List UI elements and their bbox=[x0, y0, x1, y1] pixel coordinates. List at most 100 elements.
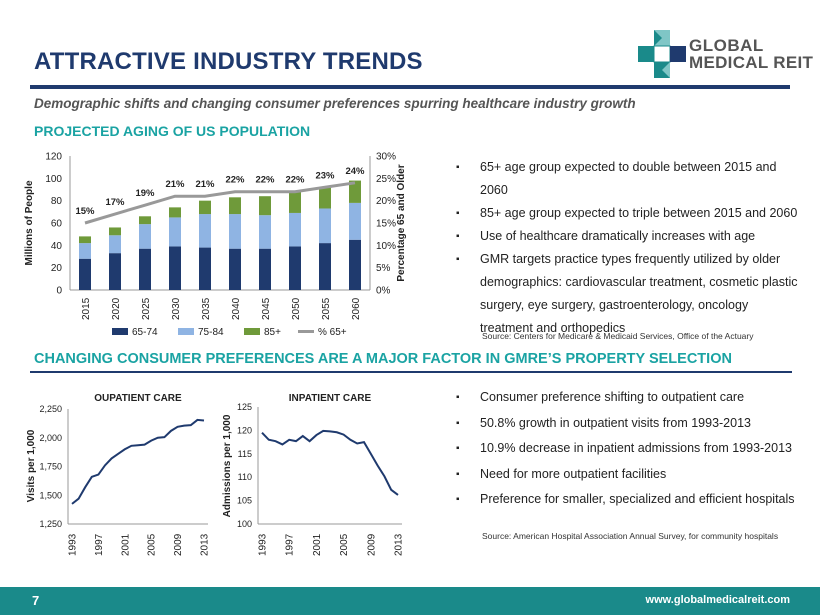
chart1-bar-65-74 bbox=[349, 239, 361, 290]
chart1-left-tick-label: 120 bbox=[45, 152, 62, 163]
chart1-y2-axis-label: Percentage 65 and Older bbox=[396, 164, 407, 281]
chart1-line-data-label: 17% bbox=[105, 197, 125, 208]
list-item: 50.8% growth in outpatient visits from 1… bbox=[456, 411, 804, 437]
logo-text-line1: GLOBAL bbox=[689, 36, 764, 55]
chart2-y-tick-label: 2,250 bbox=[39, 404, 62, 414]
chart1-bar-65-74 bbox=[169, 246, 181, 290]
chart1-line-data-label: 21% bbox=[195, 179, 215, 190]
chart1-bar-65-74 bbox=[199, 247, 211, 290]
chart2-line-visits bbox=[71, 418, 205, 505]
source-note-aging: Source: Centers for Medicare & Medicaid … bbox=[482, 331, 754, 341]
chart1-bar-75-84 bbox=[349, 202, 361, 240]
chart3-x-tick-label: 2005 bbox=[339, 533, 350, 556]
chart3-y-tick-label: 100 bbox=[237, 519, 252, 529]
chart3-x-tick-label: 1997 bbox=[285, 533, 296, 556]
chart1-right-tick-label: 20% bbox=[376, 196, 396, 207]
chart1-legend-swatch bbox=[244, 328, 260, 335]
chart1-bar-65-74 bbox=[79, 258, 91, 290]
chart1-bar-85+ bbox=[169, 207, 181, 218]
chart2-title: OUPATIENT CARE bbox=[94, 393, 182, 404]
chart1-bar-65-74 bbox=[259, 248, 271, 290]
chart1-line-data-label: 15% bbox=[75, 206, 95, 217]
chart2-y-axis-label: Visits per 1,000 bbox=[26, 429, 37, 502]
chart1-line-data-label: 23% bbox=[315, 170, 335, 181]
chart1-bar-75-84 bbox=[169, 217, 181, 247]
chart1-line-pct65 bbox=[84, 181, 356, 225]
chart1-bar-65-74 bbox=[289, 246, 301, 290]
list-item: 85+ age group expected to triple between… bbox=[456, 202, 804, 225]
chart1-bar-65-74 bbox=[139, 248, 151, 290]
list-item: 65+ age group expected to double between… bbox=[456, 156, 804, 202]
chart2-x-tick-label: 2001 bbox=[120, 533, 131, 556]
chart1-right-tick-label: 5% bbox=[376, 263, 391, 274]
chart1-bar-85+ bbox=[319, 187, 331, 209]
chart1-right-tick-label: 0% bbox=[376, 286, 391, 297]
inpatient-care-chart: INPATIENT CARE 100 105 110 115 120 125 1993 19… bbox=[222, 393, 405, 556]
chart3-x-tick-label: 2001 bbox=[312, 533, 323, 556]
chart3-x-tick-label: 2013 bbox=[394, 533, 405, 556]
chart1-x-tick-label: 2015 bbox=[81, 297, 92, 320]
chart1-x-tick-label: 2050 bbox=[291, 297, 302, 320]
chart1-legend-label: % 65+ bbox=[318, 327, 347, 338]
chart1-line-data-label: 22% bbox=[285, 175, 305, 186]
chart1-left-tick-label: 100 bbox=[45, 174, 62, 185]
chart3-y-axis-label: Admissions per 1,000 bbox=[222, 414, 233, 517]
website-link[interactable]: www.globalmedicalreit.com bbox=[645, 594, 790, 606]
chart2-y-tick-label: 1,750 bbox=[39, 462, 62, 472]
source-note-consumer: Source: American Hospital Association An… bbox=[482, 531, 779, 541]
section-heading-consumer: CHANGING CONSUMER PREFERENCES ARE A MAJO… bbox=[34, 351, 732, 367]
chart1-legend-label: 75-84 bbox=[198, 327, 224, 338]
chart1-bar-85+ bbox=[259, 196, 271, 216]
page-subtitle: Demographic shifts and changing consumer… bbox=[34, 96, 636, 111]
chart1-line-data-label: 22% bbox=[225, 175, 245, 186]
chart1-bar-65-74 bbox=[229, 248, 241, 290]
chart2-x-tick-label: 2013 bbox=[200, 533, 211, 556]
chart1-bar-65-74 bbox=[109, 253, 121, 290]
chart1-bar-75-84 bbox=[229, 214, 241, 249]
chart3-title: INPATIENT CARE bbox=[289, 393, 372, 404]
chart1-bar-85+ bbox=[79, 236, 91, 244]
chart1-bar-85+ bbox=[289, 191, 301, 213]
chart1-bar-85+ bbox=[109, 227, 121, 236]
chart2-y-tick-label: 1,500 bbox=[39, 490, 62, 500]
chart1-legend: 65-74 75-84 85+ % 65+ bbox=[112, 327, 347, 338]
page-title: ATTRACTIVE INDUSTRY TRENDS bbox=[34, 48, 423, 75]
chart1-bar-85+ bbox=[229, 197, 241, 215]
chart1-right-tick-label: 25% bbox=[376, 174, 396, 185]
chart1-bar-75-84 bbox=[319, 208, 331, 244]
chart2-x-tick-label: 1993 bbox=[68, 533, 79, 556]
chart2-x-tick-label: 2009 bbox=[173, 533, 184, 556]
list-item: GMR targets practice types frequently ut… bbox=[456, 248, 804, 340]
outpatient-care-chart: OUPATIENT CARE 1,250 1,500 1,750 2,000 2,250… bbox=[26, 393, 211, 556]
chart3-x-tick-label: 2009 bbox=[366, 533, 377, 556]
chart3-y-tick-label: 105 bbox=[237, 496, 252, 506]
footer-bar bbox=[0, 587, 820, 615]
list-item: Need for more outpatient facilities bbox=[456, 462, 804, 488]
chart1-legend-label: 85+ bbox=[264, 327, 281, 338]
list-item: Preference for smaller, specialized and … bbox=[456, 487, 804, 513]
chart1-line-data-label: 22% bbox=[255, 175, 275, 186]
chart1-line-data-label: 21% bbox=[165, 179, 185, 190]
chart1-bar-85+ bbox=[199, 200, 211, 215]
section-divider bbox=[30, 371, 792, 373]
aging-bullet-list: 65+ age group expected to double between… bbox=[456, 156, 804, 340]
chart1-y-axis-label: Millions of People bbox=[24, 180, 35, 265]
chart1-bar-75-84 bbox=[139, 224, 151, 249]
chart2-y-tick-label: 1,250 bbox=[39, 519, 62, 529]
chart1-x-tick-label: 2020 bbox=[111, 297, 122, 320]
chart1-bar-75-84 bbox=[79, 243, 91, 259]
chart1-legend-swatch bbox=[112, 328, 128, 335]
chart3-line-admissions bbox=[261, 429, 399, 496]
chart1-left-tick-label: 20 bbox=[51, 263, 63, 274]
chart2-x-tick-label: 1997 bbox=[94, 533, 105, 556]
chart3-x-tick-label: 1993 bbox=[258, 533, 269, 556]
chart1-left-tick-label: 80 bbox=[51, 196, 63, 207]
section-heading-aging: PROJECTED AGING OF US POPULATION bbox=[34, 123, 311, 139]
chart1-line-data-label: 19% bbox=[135, 188, 155, 199]
chart1-x-tick-label: 2060 bbox=[351, 297, 362, 320]
chart1-bar-75-84 bbox=[109, 235, 121, 254]
chart1-x-tick-label: 2040 bbox=[231, 297, 242, 320]
chart1-legend-swatch bbox=[178, 328, 194, 335]
title-divider bbox=[30, 85, 790, 89]
